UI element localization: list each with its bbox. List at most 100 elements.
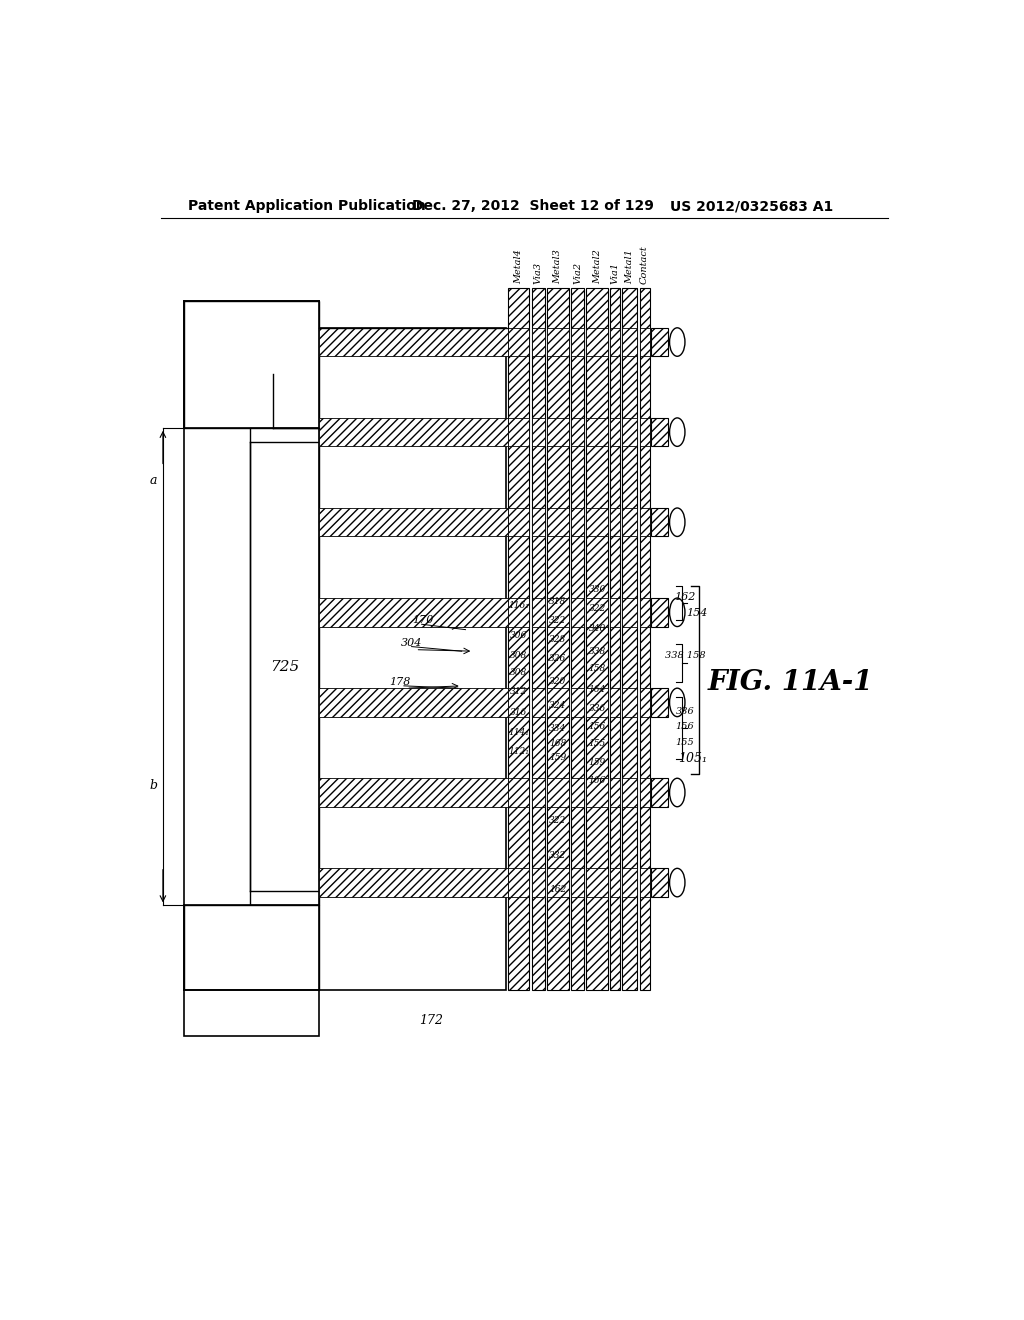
Bar bbox=[531, 418, 545, 446]
Bar bbox=[531, 779, 545, 807]
Bar bbox=[547, 688, 568, 717]
Bar bbox=[640, 688, 649, 717]
Text: 340: 340 bbox=[589, 623, 606, 632]
Bar bbox=[651, 688, 668, 717]
Bar bbox=[319, 327, 506, 990]
Text: 155: 155 bbox=[676, 738, 694, 747]
Bar bbox=[547, 598, 568, 627]
Bar bbox=[319, 779, 508, 807]
Bar bbox=[184, 301, 319, 428]
Text: 159: 159 bbox=[549, 752, 566, 762]
Bar bbox=[547, 508, 568, 536]
Text: 162: 162 bbox=[549, 886, 566, 895]
Text: Dec. 27, 2012  Sheet 12 of 129: Dec. 27, 2012 Sheet 12 of 129 bbox=[412, 199, 653, 213]
Bar bbox=[531, 327, 545, 356]
Bar bbox=[610, 688, 621, 717]
Text: Metal4: Metal4 bbox=[514, 249, 523, 284]
Text: 316: 316 bbox=[510, 709, 527, 717]
Text: 336: 336 bbox=[676, 706, 694, 715]
Text: FIG. 11A-1: FIG. 11A-1 bbox=[708, 668, 873, 696]
Bar bbox=[571, 779, 584, 807]
Bar bbox=[531, 508, 545, 536]
Bar bbox=[640, 869, 649, 896]
Text: 166: 166 bbox=[589, 776, 606, 785]
Bar bbox=[651, 508, 668, 536]
Bar bbox=[640, 418, 649, 446]
Bar bbox=[184, 990, 319, 1036]
Bar bbox=[622, 869, 637, 896]
Bar bbox=[587, 288, 608, 990]
Bar bbox=[547, 869, 568, 896]
Text: US 2012/0325683 A1: US 2012/0325683 A1 bbox=[670, 199, 833, 213]
Text: 178: 178 bbox=[389, 677, 411, 686]
Bar bbox=[571, 418, 584, 446]
Bar bbox=[319, 598, 508, 627]
Bar bbox=[571, 327, 584, 356]
Text: 326: 326 bbox=[549, 655, 566, 664]
Bar bbox=[640, 508, 649, 536]
Bar bbox=[508, 688, 529, 717]
Bar bbox=[610, 508, 621, 536]
Text: 162: 162 bbox=[674, 593, 695, 602]
Bar bbox=[319, 327, 508, 356]
Bar bbox=[587, 418, 608, 446]
Text: 155: 155 bbox=[589, 739, 606, 748]
Bar bbox=[622, 508, 637, 536]
Text: 338: 338 bbox=[589, 647, 606, 656]
Bar bbox=[571, 598, 584, 627]
Bar bbox=[610, 327, 621, 356]
Bar bbox=[610, 779, 621, 807]
Bar bbox=[508, 779, 529, 807]
Bar bbox=[587, 869, 608, 896]
Bar bbox=[508, 418, 529, 446]
Bar bbox=[587, 508, 608, 536]
Text: 320: 320 bbox=[549, 677, 566, 686]
Bar bbox=[531, 688, 545, 717]
Text: 158: 158 bbox=[589, 664, 606, 673]
Bar bbox=[622, 327, 637, 356]
Text: 168: 168 bbox=[549, 739, 566, 748]
Bar bbox=[622, 779, 637, 807]
Text: 322: 322 bbox=[589, 605, 606, 614]
Text: 105₁: 105₁ bbox=[678, 752, 708, 766]
Bar bbox=[319, 418, 508, 446]
Text: 334: 334 bbox=[549, 723, 566, 733]
Text: Metal1: Metal1 bbox=[625, 249, 634, 284]
Text: 172: 172 bbox=[419, 1014, 442, 1027]
Bar bbox=[622, 418, 637, 446]
Bar bbox=[610, 288, 621, 990]
Text: 159: 159 bbox=[589, 759, 606, 767]
Text: 330: 330 bbox=[589, 585, 606, 594]
Bar bbox=[651, 598, 668, 627]
Text: Patent Application Publication: Patent Application Publication bbox=[188, 199, 426, 213]
Text: 338 158: 338 158 bbox=[665, 651, 706, 660]
Bar bbox=[508, 327, 529, 356]
Bar bbox=[651, 779, 668, 807]
Text: 328: 328 bbox=[549, 635, 566, 644]
Bar bbox=[571, 688, 584, 717]
Bar bbox=[184, 301, 319, 990]
Text: Via1: Via1 bbox=[610, 261, 620, 284]
Bar bbox=[508, 508, 529, 536]
Bar bbox=[640, 779, 649, 807]
Text: Metal2: Metal2 bbox=[593, 249, 602, 284]
Bar bbox=[531, 288, 545, 990]
Bar bbox=[319, 869, 508, 896]
Bar bbox=[622, 688, 637, 717]
Bar bbox=[587, 688, 608, 717]
Text: 322: 322 bbox=[549, 816, 566, 825]
Text: 156: 156 bbox=[676, 722, 694, 731]
Bar bbox=[587, 327, 608, 356]
Bar bbox=[640, 327, 649, 356]
Text: 170: 170 bbox=[413, 615, 434, 626]
Text: a: a bbox=[150, 474, 158, 487]
Bar bbox=[640, 288, 649, 990]
Text: 156: 156 bbox=[589, 722, 606, 731]
Text: 112₁: 112₁ bbox=[508, 747, 529, 756]
Text: Contact: Contact bbox=[640, 246, 649, 284]
Text: 154: 154 bbox=[686, 607, 708, 618]
Text: 304: 304 bbox=[401, 639, 422, 648]
Bar bbox=[587, 779, 608, 807]
Bar bbox=[508, 869, 529, 896]
Bar bbox=[651, 869, 668, 896]
